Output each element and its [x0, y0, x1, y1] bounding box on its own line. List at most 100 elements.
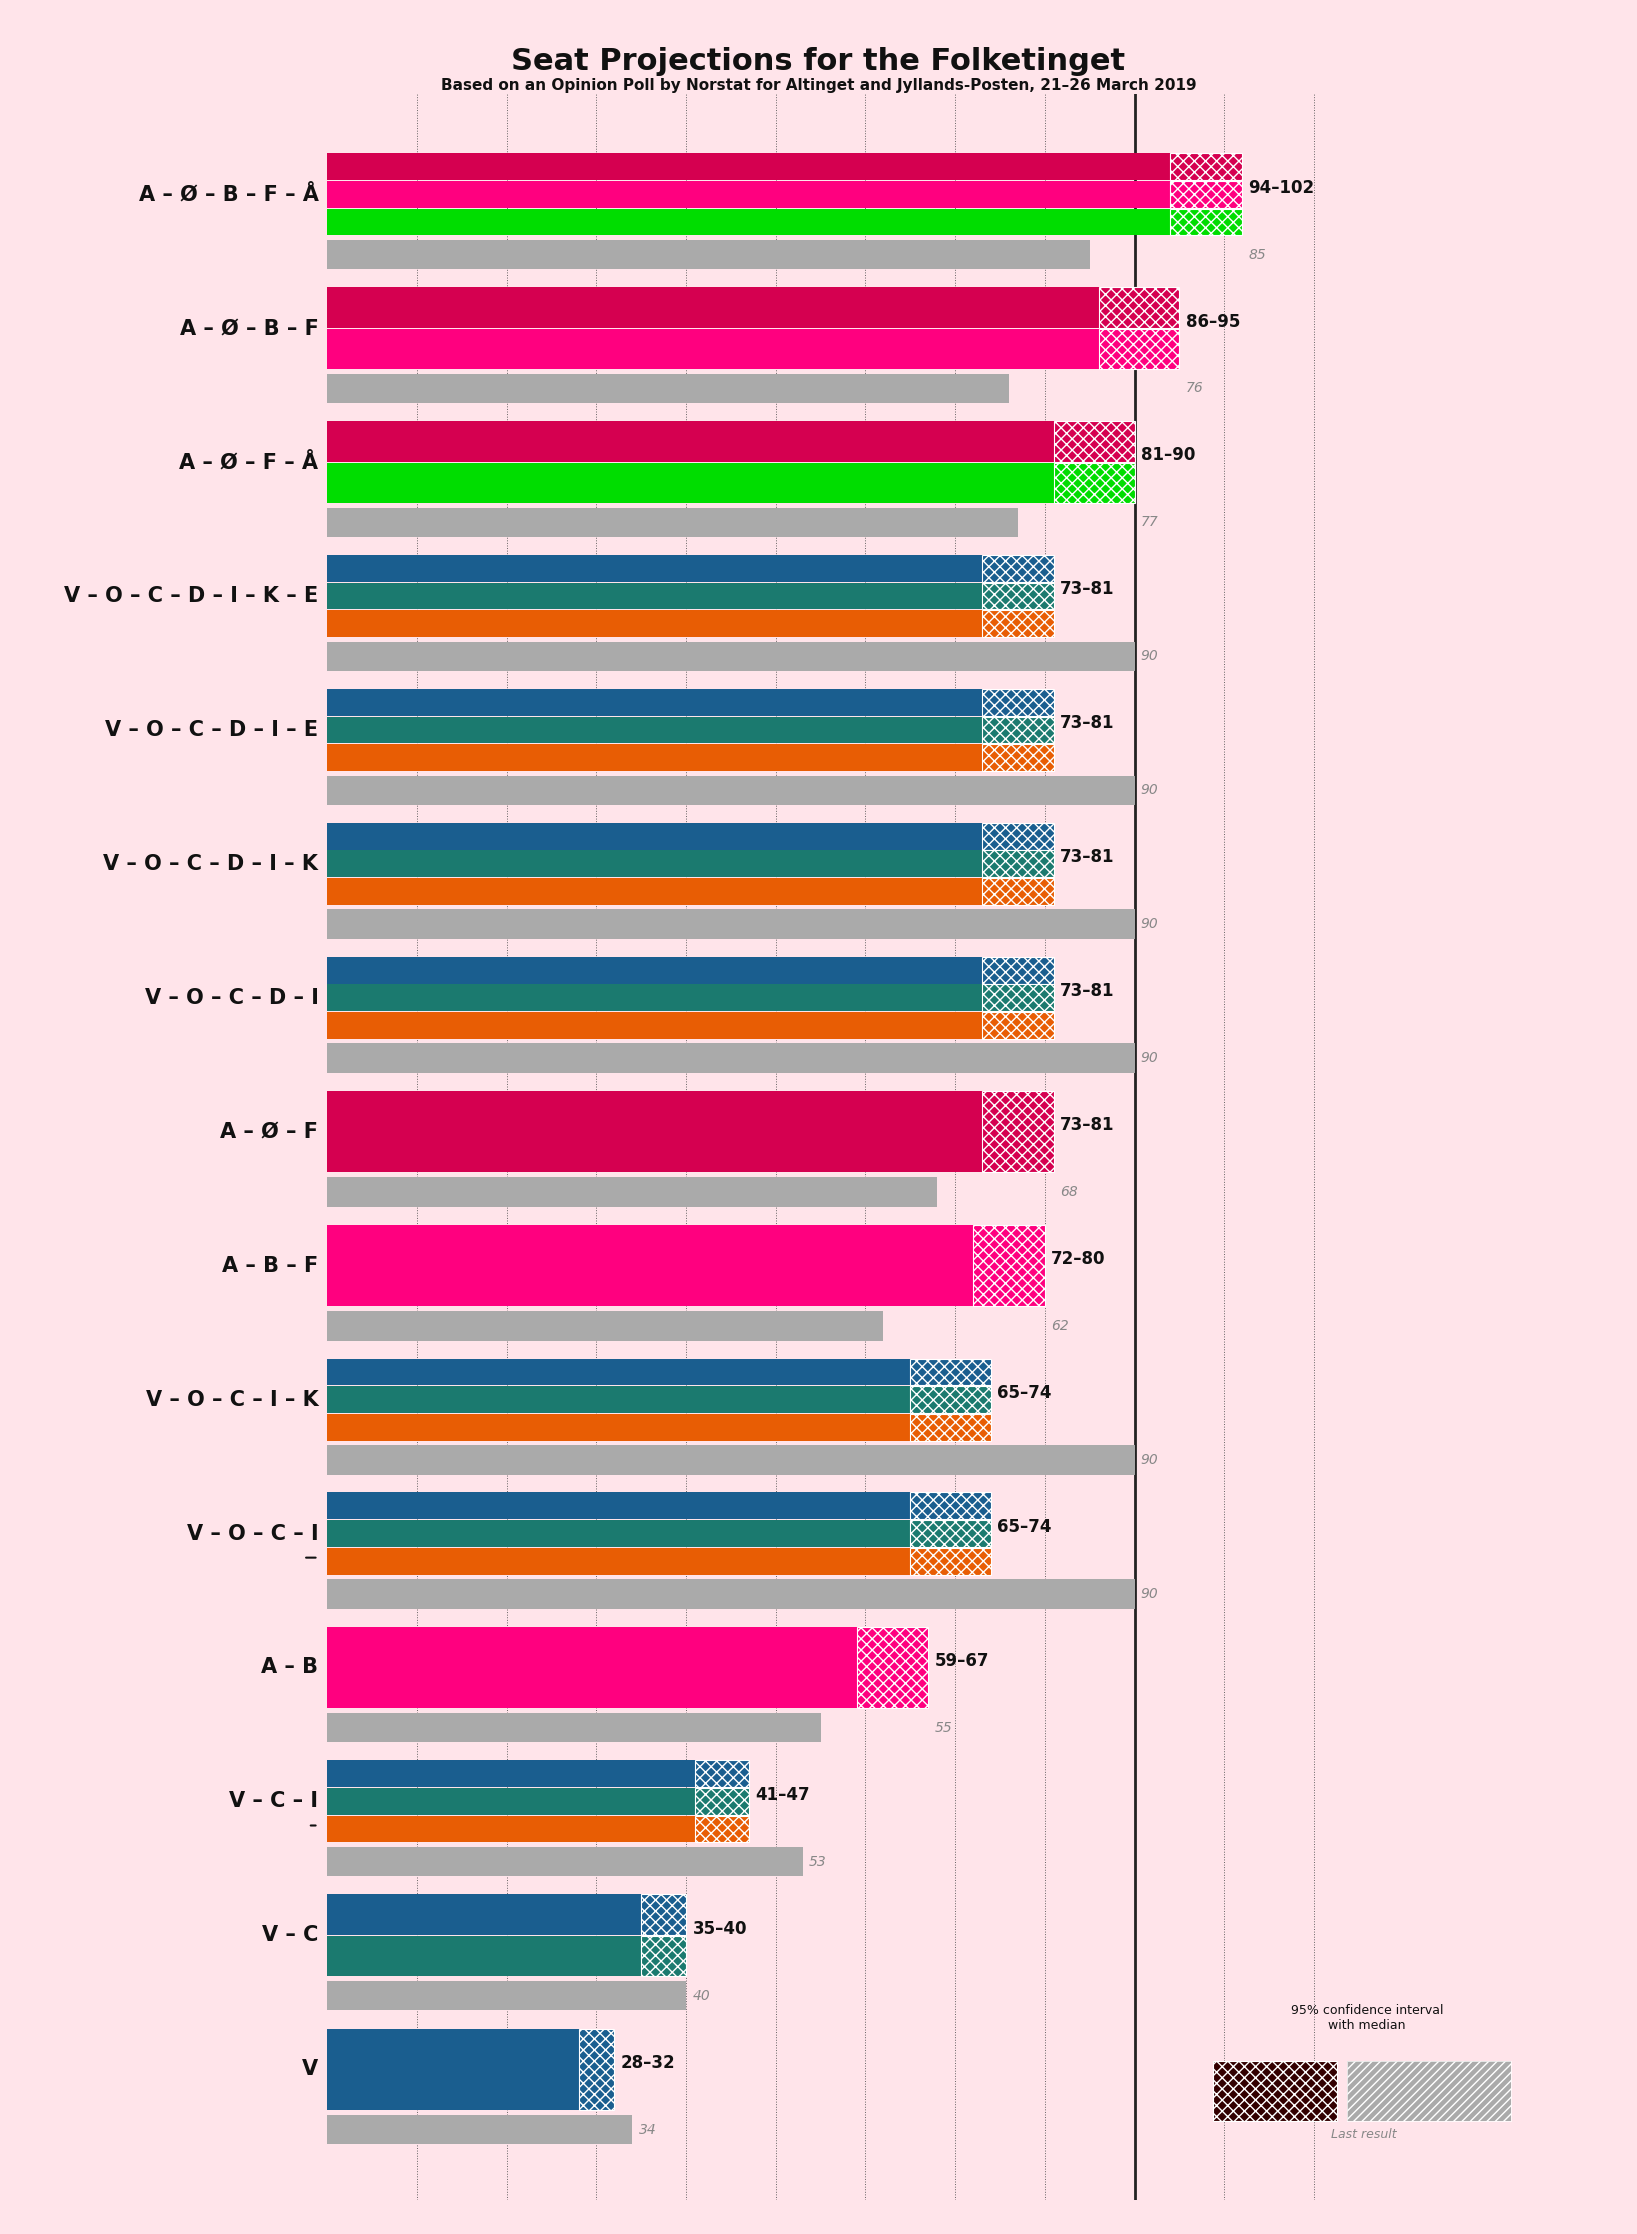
Text: Seat Projections for the Folketinget: Seat Projections for the Folketinget — [511, 47, 1126, 76]
Text: 55: 55 — [935, 1720, 953, 1736]
Text: 34: 34 — [638, 2122, 656, 2136]
Bar — [327, 239, 1090, 270]
Bar — [982, 688, 1054, 715]
Bar — [327, 1787, 748, 1814]
Text: V – C: V – C — [262, 1926, 319, 1946]
Bar — [982, 1012, 1054, 1039]
Text: A – Ø – F: A – Ø – F — [221, 1121, 319, 1142]
Bar — [327, 154, 1242, 181]
Bar — [1170, 208, 1242, 235]
Bar — [982, 878, 1054, 905]
Bar — [982, 744, 1054, 771]
Bar — [696, 1816, 748, 1843]
Bar — [910, 1414, 990, 1441]
Text: 81–90: 81–90 — [1141, 447, 1195, 465]
Text: V – O – C – D – I – K – E: V – O – C – D – I – K – E — [64, 585, 319, 605]
Bar — [982, 717, 1054, 744]
Bar — [327, 1385, 990, 1414]
Bar — [982, 583, 1054, 610]
Bar — [1347, 2060, 1511, 2122]
Text: V – O – C – D – I – E: V – O – C – D – I – E — [105, 719, 319, 739]
Bar — [327, 2028, 614, 2109]
Bar — [327, 328, 1179, 369]
Bar — [578, 2028, 614, 2109]
Bar — [696, 1760, 748, 1787]
Bar — [1098, 328, 1179, 369]
Bar — [327, 822, 1054, 849]
Text: V – C – I: V – C – I — [229, 1792, 319, 1812]
Bar — [910, 1548, 990, 1575]
Text: 72–80: 72–80 — [1051, 1251, 1105, 1269]
Text: 53: 53 — [809, 1854, 827, 1868]
Bar — [327, 1311, 884, 1340]
Text: Based on an Opinion Poll by Norstat for Altinget and Jyllands-Posten, 21–26 Marc: Based on an Opinion Poll by Norstat for … — [440, 78, 1197, 94]
Bar — [982, 956, 1054, 983]
Text: 90: 90 — [1141, 1586, 1159, 1602]
Bar — [982, 851, 1054, 878]
Bar — [327, 2116, 632, 2145]
Bar — [982, 610, 1054, 637]
Bar — [327, 1043, 1134, 1072]
Bar — [327, 1414, 990, 1441]
Text: 90: 90 — [1141, 918, 1159, 932]
Text: 90: 90 — [1141, 1052, 1159, 1066]
Bar — [696, 1787, 748, 1814]
Bar — [327, 851, 1054, 878]
Bar — [327, 288, 1179, 328]
Bar — [327, 507, 1018, 536]
Bar — [327, 956, 1054, 983]
Bar — [642, 1894, 686, 1935]
Bar — [327, 909, 1134, 938]
Bar — [327, 181, 1242, 208]
Text: 73–81: 73–81 — [1061, 715, 1115, 733]
Bar — [327, 462, 1134, 503]
Bar — [327, 1760, 748, 1787]
Bar — [327, 985, 1054, 1012]
Text: V – O – C – D – I: V – O – C – D – I — [144, 987, 319, 1008]
Text: 41–47: 41–47 — [755, 1785, 810, 1803]
Text: 65–74: 65–74 — [997, 1517, 1053, 1535]
Text: 73–81: 73–81 — [1061, 1117, 1115, 1135]
Bar — [327, 878, 1054, 905]
Bar — [327, 744, 1054, 771]
Text: V – O – C – I: V – O – C – I — [187, 1524, 319, 1544]
Bar — [327, 1894, 686, 1935]
Bar — [327, 1548, 990, 1575]
Bar — [982, 985, 1054, 1012]
Text: Last result: Last result — [1331, 2127, 1396, 2140]
Text: 90: 90 — [1141, 650, 1159, 663]
Text: 28–32: 28–32 — [620, 2053, 676, 2071]
Text: A – Ø – F – Å: A – Ø – F – Å — [180, 451, 319, 471]
Bar — [327, 554, 1054, 581]
Bar — [327, 610, 1054, 637]
Bar — [856, 1626, 928, 1707]
Text: 95% confidence interval
with median: 95% confidence interval with median — [1290, 2004, 1444, 2033]
Text: A – Ø – B – F: A – Ø – B – F — [180, 317, 319, 337]
Text: 68: 68 — [1061, 1184, 1077, 1200]
Bar — [327, 775, 1134, 804]
Bar — [327, 688, 1054, 715]
Text: 35–40: 35–40 — [692, 1919, 746, 1937]
Bar — [327, 1226, 1044, 1307]
Bar — [327, 1937, 686, 1977]
Text: 85: 85 — [1249, 248, 1265, 261]
Text: A – B: A – B — [262, 1658, 319, 1678]
Bar — [972, 1226, 1044, 1307]
Bar — [327, 1626, 928, 1707]
Bar — [327, 1358, 990, 1385]
Text: 77: 77 — [1141, 516, 1159, 529]
Bar — [982, 554, 1054, 581]
Bar — [327, 208, 1242, 235]
Text: 65–74: 65–74 — [997, 1383, 1053, 1403]
Bar — [327, 1816, 748, 1843]
Bar — [327, 373, 1008, 402]
Bar — [327, 1579, 1134, 1608]
Bar — [327, 1177, 938, 1206]
Bar — [982, 822, 1054, 849]
Bar — [327, 1492, 990, 1519]
Bar — [327, 1519, 990, 1546]
Bar — [910, 1492, 990, 1519]
Text: V – O – C – I – K: V – O – C – I – K — [146, 1390, 319, 1410]
Text: A – Ø – B – F – Å: A – Ø – B – F – Å — [139, 183, 319, 206]
Text: V: V — [303, 2060, 319, 2080]
